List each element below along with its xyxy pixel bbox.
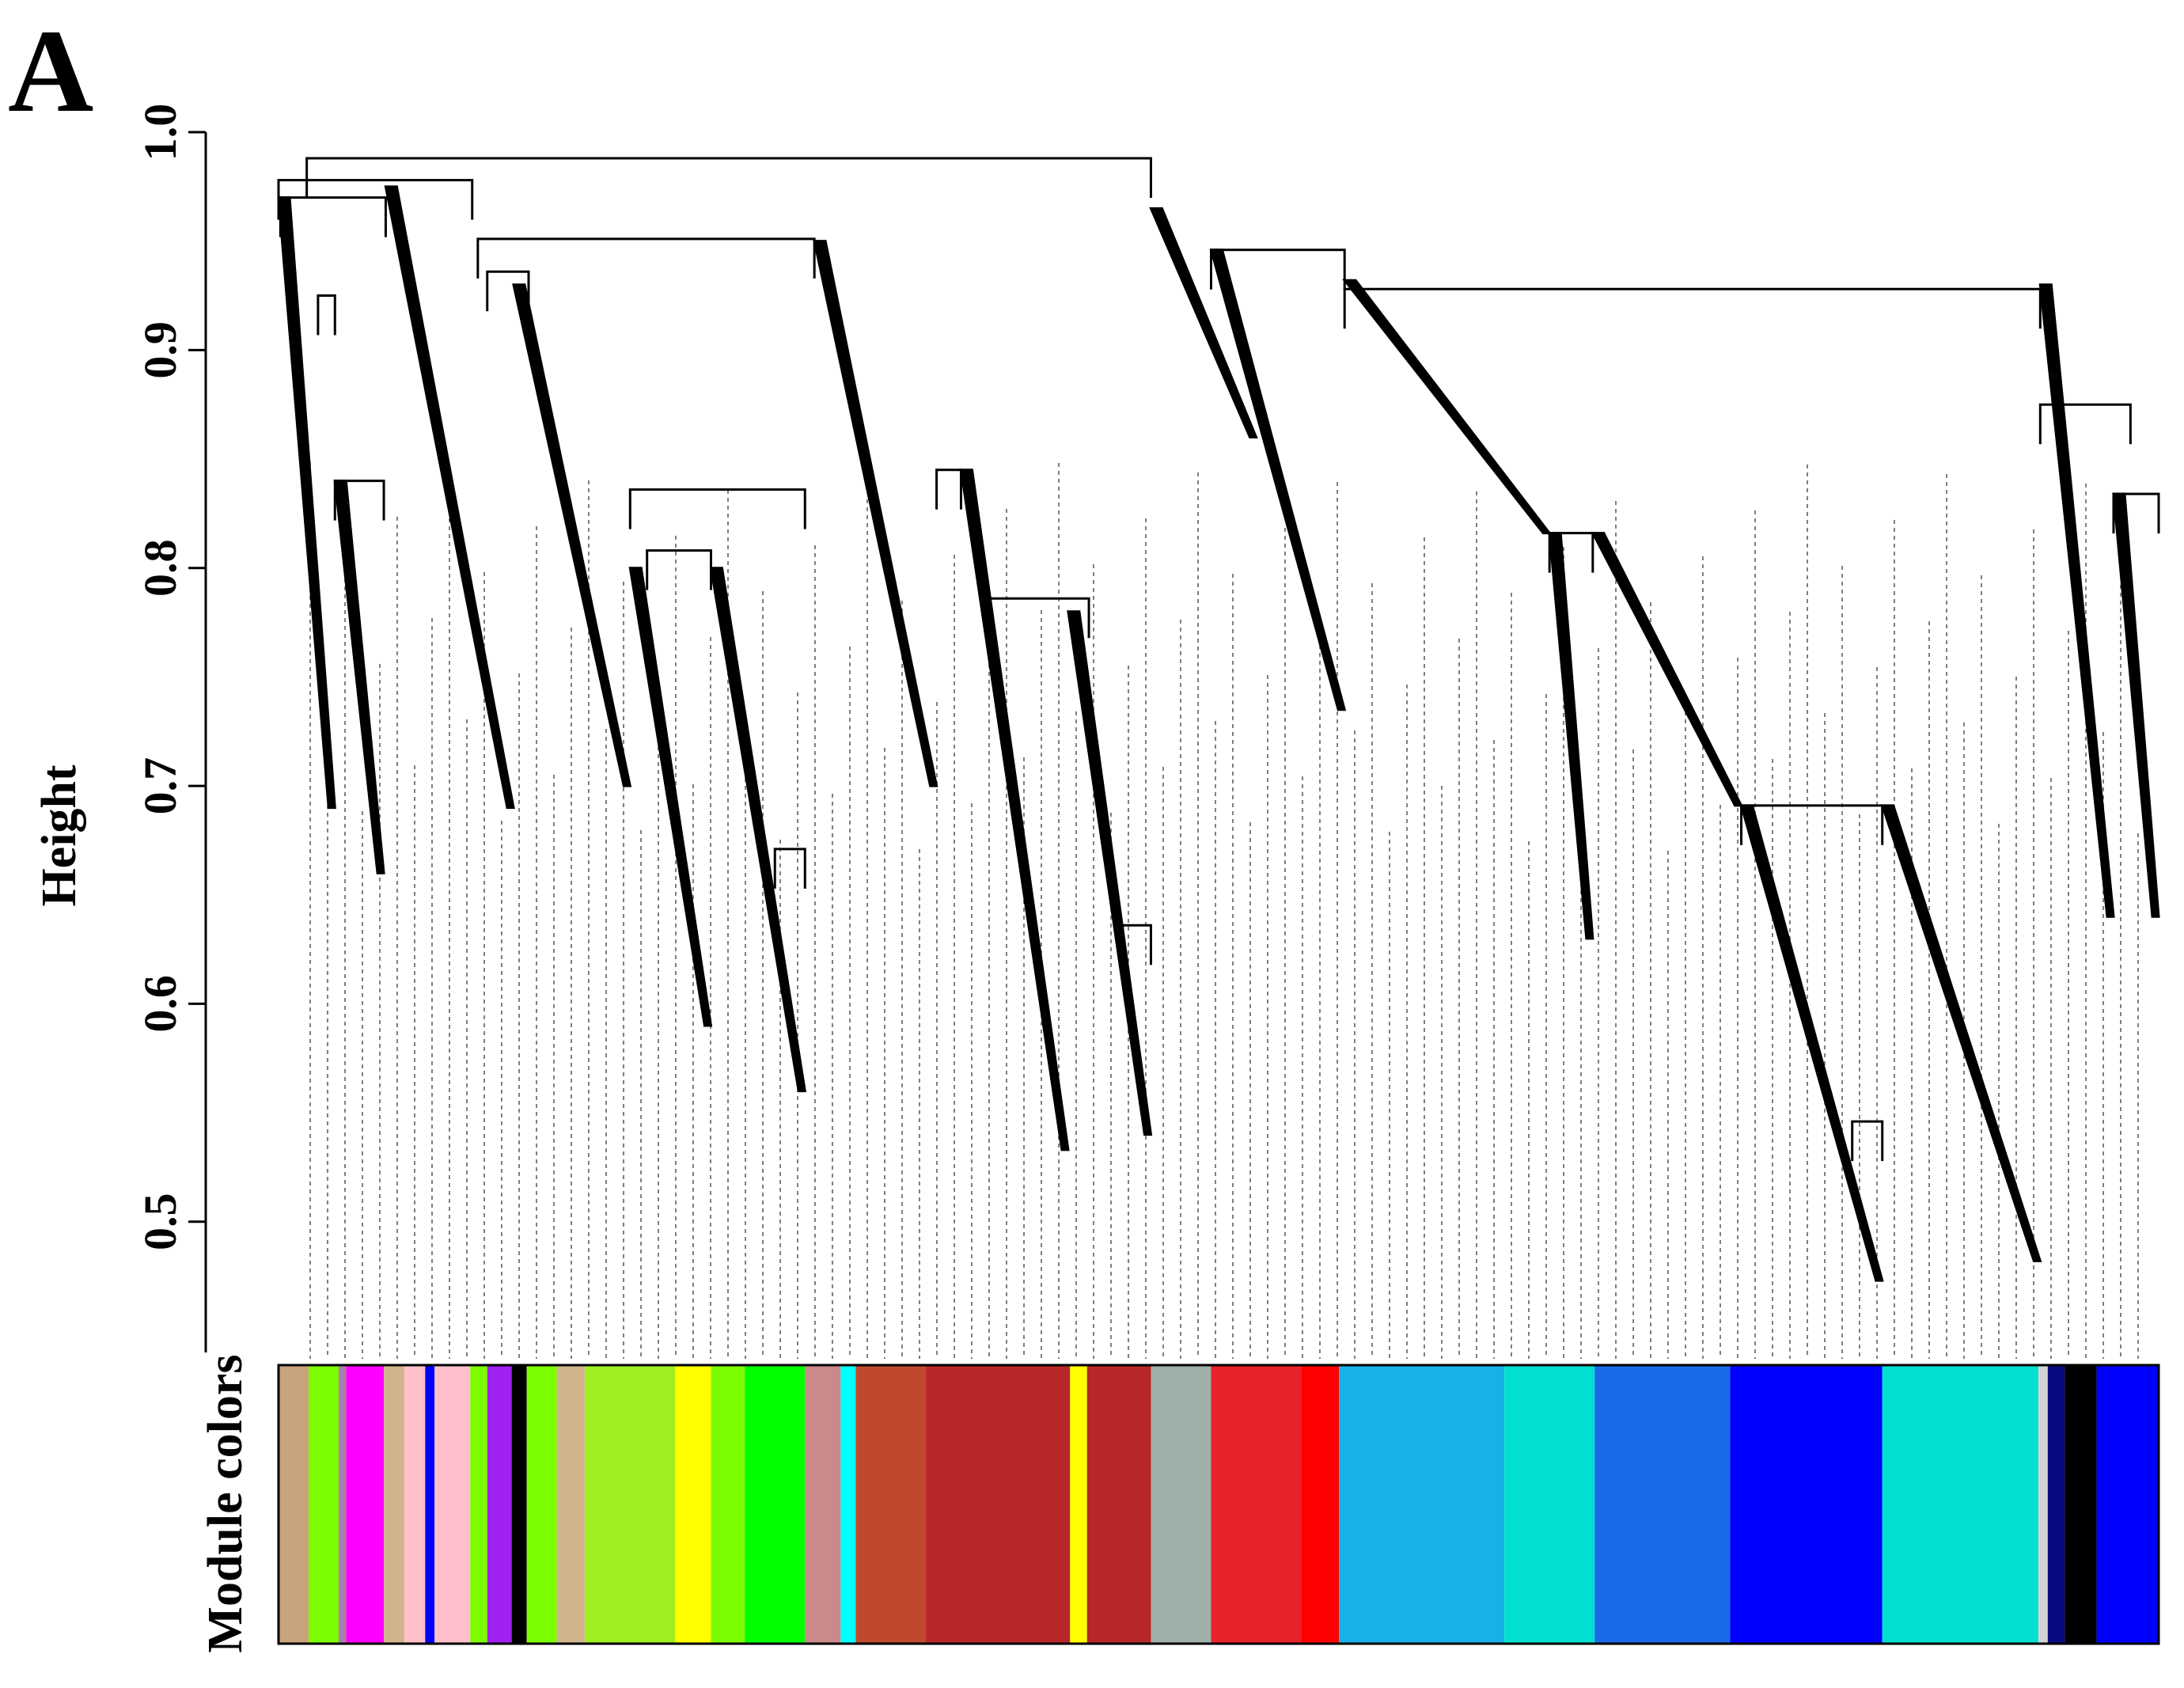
merge-link [1210, 248, 1346, 290]
clade [1739, 804, 1884, 1282]
clade [1067, 610, 1153, 1136]
clade [512, 283, 632, 787]
clade [1342, 279, 1553, 535]
module-color-segment [346, 1365, 385, 1644]
module-color-segment [2038, 1365, 2048, 1644]
merge-link [305, 157, 1152, 199]
module-color-segment [1504, 1365, 1595, 1644]
band-title: Module colors [199, 1354, 252, 1652]
module-color-segment [925, 1365, 1071, 1644]
module-band-frame [277, 1364, 2160, 1645]
clade [1209, 248, 1347, 711]
module-color-segment [511, 1365, 527, 1644]
module-color-segment [1151, 1365, 1211, 1644]
module-color-segment [711, 1365, 745, 1644]
module-color-segment [2047, 1365, 2065, 1644]
module-color-segment [840, 1365, 856, 1644]
clade [2038, 283, 2115, 918]
merge-link [486, 270, 530, 312]
module-color-segment [487, 1365, 512, 1644]
module-color-segment [309, 1365, 339, 1644]
merge-link [1740, 804, 1884, 845]
clade [1880, 804, 2042, 1262]
merge-link [2038, 403, 2132, 445]
y-tick-label: 1.0 [135, 104, 186, 161]
clade [333, 480, 385, 874]
y-tick-label: 0.8 [135, 539, 186, 597]
clade [1591, 532, 1743, 807]
module-color-segment [1882, 1365, 2038, 1644]
panel-label: A [8, 6, 93, 137]
merge-link [1548, 532, 1594, 573]
module-color-segment [2065, 1365, 2097, 1644]
clade [959, 468, 1070, 1151]
module-color-segment [556, 1365, 586, 1644]
merge-link [935, 468, 962, 510]
module-color-segment [470, 1365, 487, 1644]
module-color-segment [675, 1365, 711, 1644]
merge-link [628, 488, 806, 529]
y-tick-label: 0.6 [135, 975, 186, 1033]
module-color-segment [1211, 1365, 1302, 1644]
module-color-segment [1339, 1365, 1505, 1644]
y-tick-label: 0.7 [135, 757, 186, 815]
module-color-segment [339, 1365, 347, 1644]
module-color-segment [434, 1365, 471, 1644]
merge-link [476, 237, 816, 279]
module-color-segment [526, 1365, 557, 1644]
y-tick-label: 0.9 [135, 321, 186, 379]
clade [277, 196, 336, 810]
merge-link [333, 480, 385, 521]
module-color-segment [425, 1365, 435, 1644]
y-axis-title: Height [32, 764, 86, 906]
clade [384, 185, 515, 810]
clade [709, 567, 807, 1093]
merge-link [1343, 287, 2042, 329]
clade [1548, 532, 1594, 940]
module-color-segment [404, 1365, 426, 1644]
merge-link [317, 294, 336, 336]
module-color-segment [1730, 1365, 1883, 1644]
module-color-segment [855, 1365, 926, 1644]
merge-link [277, 179, 474, 220]
merge-link [279, 196, 387, 237]
module-color-segment [279, 1365, 309, 1644]
module-color-segment [1070, 1365, 1087, 1644]
merge-link [2112, 492, 2160, 534]
module-color-segment [1301, 1365, 1340, 1644]
merge-link [773, 848, 806, 889]
merge-link [988, 597, 1090, 639]
module-color-segment [1086, 1365, 1151, 1644]
module-color-segment [745, 1365, 806, 1644]
module-color-segment [1594, 1365, 1731, 1644]
y-tick-label: 0.5 [135, 1193, 186, 1251]
clade [813, 240, 938, 787]
module-color-segment [384, 1365, 405, 1644]
clade [1149, 207, 1258, 438]
merge-link [1121, 924, 1152, 965]
module-color-segment [585, 1365, 676, 1644]
merge-link [1851, 1120, 1884, 1162]
module-color-segment [805, 1365, 841, 1644]
module-color-segment [2096, 1365, 2159, 1644]
merge-link [646, 549, 712, 590]
clade [628, 567, 713, 1027]
